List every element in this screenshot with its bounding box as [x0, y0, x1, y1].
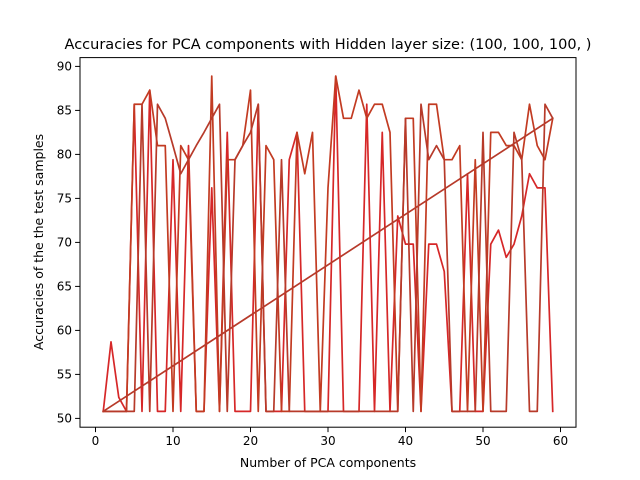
series-line-3 — [102, 103, 554, 413]
y-tick-label: 75 — [57, 192, 72, 206]
y-tick-label: 65 — [57, 280, 72, 294]
y-tick-label: 85 — [57, 104, 72, 118]
series-layer — [102, 75, 554, 413]
y-tick-label: 70 — [57, 236, 72, 250]
y-tick-label: 50 — [57, 412, 72, 426]
y-axis-label: Accuracies of the the test samples — [31, 134, 46, 350]
series-line-2 — [102, 75, 554, 413]
x-axis-label: Number of PCA components — [240, 455, 416, 470]
y-axis: 50 55 60 65 70 75 80 85 90 — [57, 60, 80, 426]
x-tick-label: 50 — [475, 434, 490, 448]
y-tick-label: 55 — [57, 368, 72, 382]
x-tick-label: 30 — [320, 434, 335, 448]
x-tick-label: 40 — [398, 434, 413, 448]
x-axis: 0 10 20 30 40 50 60 — [92, 427, 568, 448]
x-tick-label: 0 — [92, 434, 100, 448]
x-tick-label: 60 — [553, 434, 568, 448]
y-tick-label: 60 — [57, 324, 72, 338]
y-tick-label: 80 — [57, 148, 72, 162]
x-tick-label: 20 — [243, 434, 258, 448]
x-tick-label: 10 — [165, 434, 180, 448]
chart-title: Accuracies for PCA components with Hidde… — [65, 37, 592, 53]
y-tick-label: 90 — [57, 60, 72, 74]
